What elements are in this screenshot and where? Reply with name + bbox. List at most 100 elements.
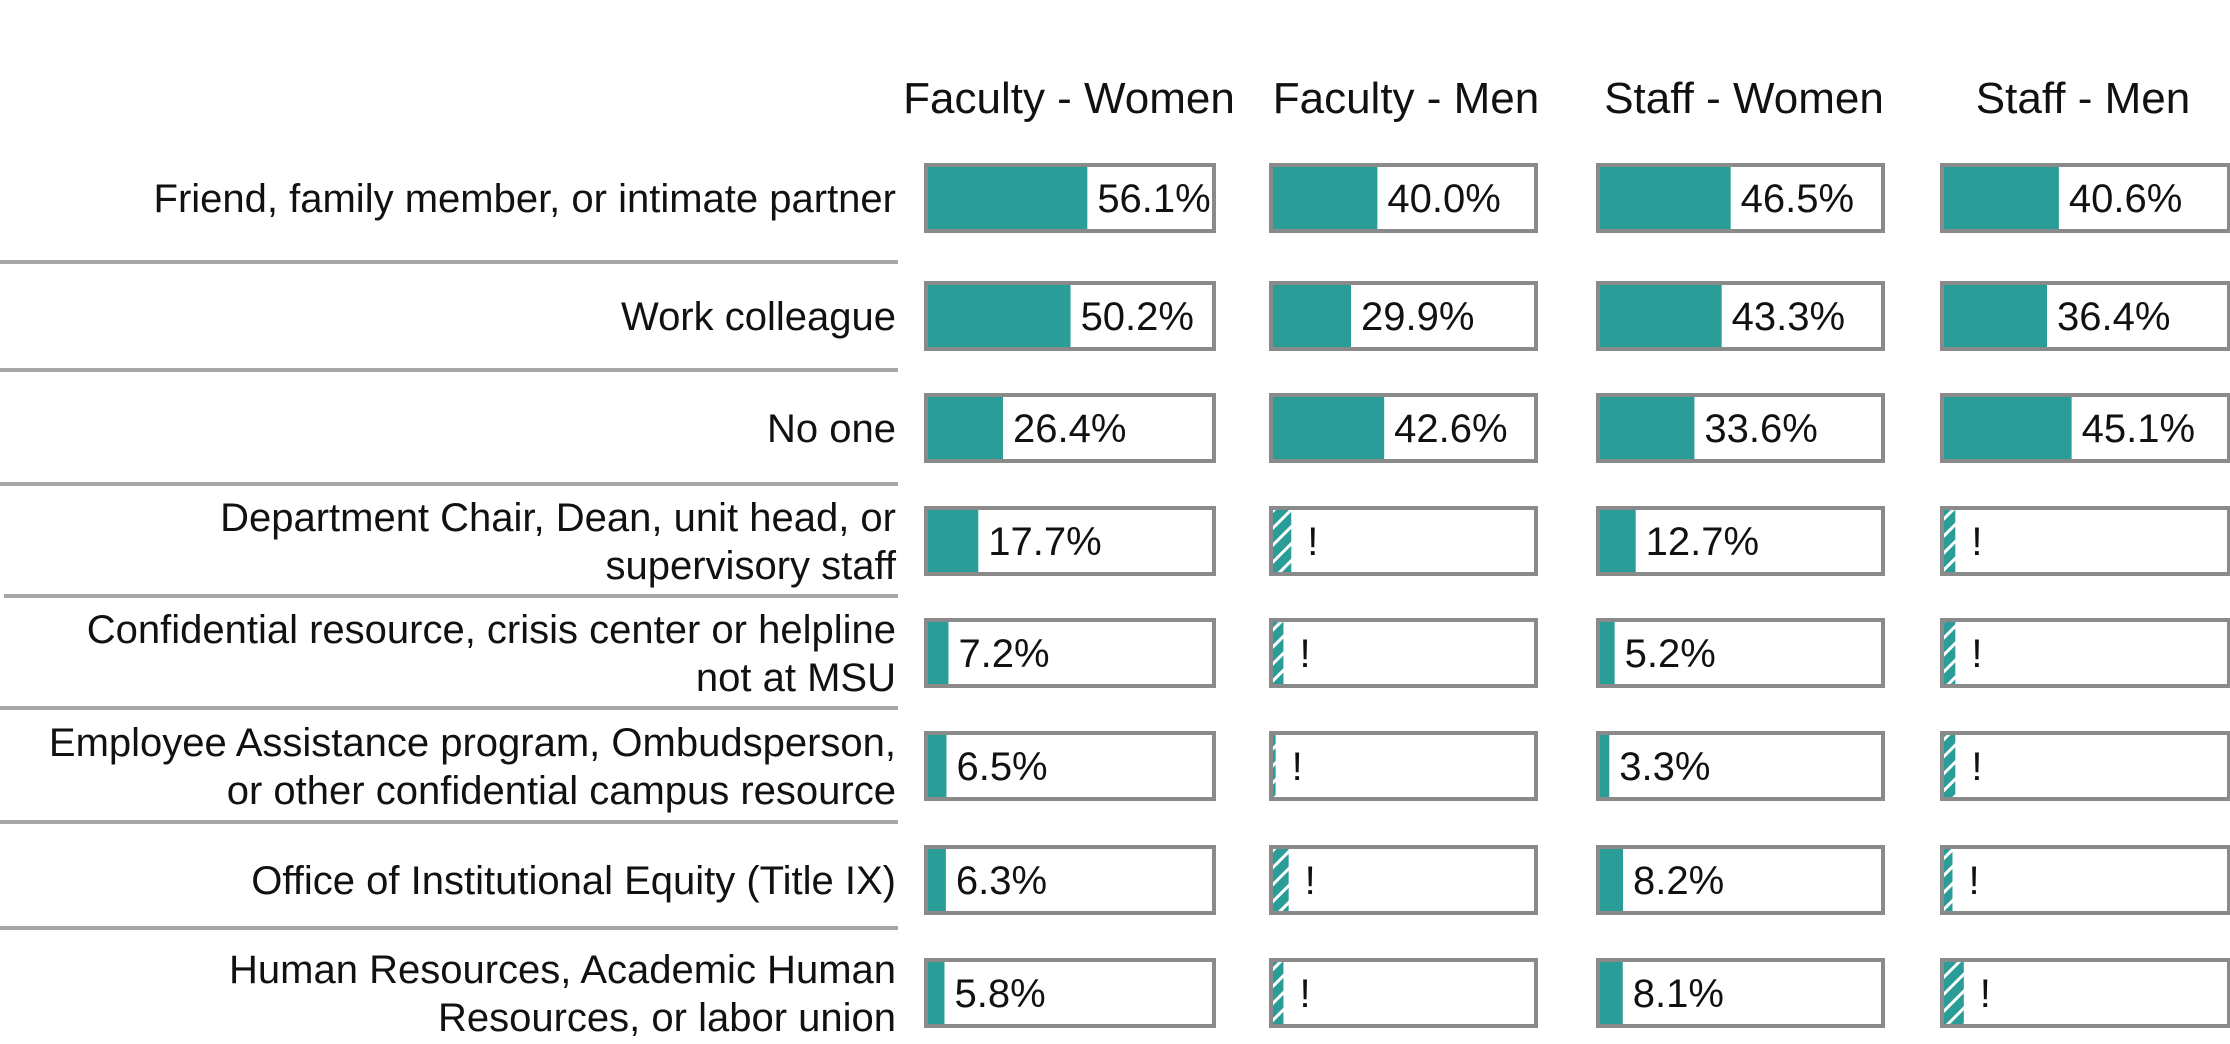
value-label: 6.3% — [956, 859, 1047, 903]
bar — [928, 285, 1071, 347]
value-label: 17.7% — [988, 520, 1101, 564]
bar-cell: 29.9% — [1269, 281, 1538, 351]
row-label: Human Resources, Academic Human Resources… — [229, 948, 896, 1040]
bar — [1273, 167, 1378, 229]
bar-frame — [1940, 618, 2230, 688]
bar-frame — [1269, 958, 1538, 1028]
bar-cell: 45.1% — [1940, 393, 2230, 463]
bar-frame — [924, 958, 1216, 1028]
bar — [928, 167, 1088, 229]
bar-frame — [1596, 845, 1885, 915]
value-label: 29.9% — [1361, 295, 1474, 339]
bar-frame — [1940, 731, 2230, 801]
row-label: Department Chair, Dean, unit head, or sup… — [220, 496, 897, 588]
bar-cell: 3.3% — [1596, 731, 1885, 801]
bar — [928, 962, 945, 1024]
bar-cell: 5.8% — [924, 958, 1216, 1028]
bar-frame — [1269, 618, 1538, 688]
bar-cell: ! — [1940, 731, 2230, 801]
bar — [928, 397, 1003, 459]
bar-cell: 6.3% — [924, 845, 1216, 915]
bar-cell: 8.1% — [1596, 958, 1885, 1028]
bar-frame — [924, 731, 1216, 801]
value-label: 50.2% — [1081, 295, 1194, 339]
column-header: Faculty - Women — [903, 74, 1235, 123]
bar — [1600, 510, 1636, 572]
bar-cell: 5.2% — [1596, 618, 1885, 688]
suppressed-bar — [1944, 849, 1953, 911]
row-labels: Friend, family member, or intimate partn… — [49, 177, 897, 1040]
value-label: ! — [1971, 632, 1982, 676]
value-label: 6.5% — [956, 745, 1047, 789]
bar — [1600, 962, 1623, 1024]
value-label: 33.6% — [1704, 407, 1817, 451]
bar — [928, 849, 946, 911]
bar-cell: ! — [1269, 958, 1538, 1028]
bar-frame — [1596, 958, 1885, 1028]
bar — [1273, 397, 1385, 459]
value-label: ! — [1299, 632, 1310, 676]
row-label: No one — [767, 407, 896, 451]
suppressed-bar — [1273, 962, 1284, 1024]
column-header: Faculty - Men — [1273, 74, 1540, 123]
bar — [1600, 397, 1695, 459]
bar-cell: 6.5% — [924, 731, 1216, 801]
bar — [1273, 285, 1352, 347]
bar-frame — [1940, 506, 2230, 576]
column-header: Staff - Women — [1604, 74, 1884, 123]
bar-frame — [1269, 731, 1538, 801]
bar-cell: 26.4% — [924, 393, 1216, 463]
value-label: ! — [1299, 972, 1310, 1016]
value-label: 26.4% — [1013, 407, 1126, 451]
value-label: 5.2% — [1625, 632, 1716, 676]
bar-frame — [924, 845, 1216, 915]
bar-cell: 50.2% — [924, 281, 1216, 351]
bar — [1600, 285, 1722, 347]
suppressed-bar — [1273, 735, 1276, 797]
bar-cell: 8.2% — [1596, 845, 1885, 915]
bar-frame — [1596, 618, 1885, 688]
bar-cell: ! — [1269, 506, 1538, 576]
value-label: 45.1% — [2082, 407, 2195, 451]
value-label: 36.4% — [2057, 295, 2170, 339]
bar-frame — [1596, 506, 1885, 576]
value-label: ! — [1307, 520, 1318, 564]
value-label: 8.1% — [1633, 972, 1724, 1016]
bar — [1944, 397, 2072, 459]
value-label: 43.3% — [1732, 295, 1845, 339]
bar-cell: 42.6% — [1269, 393, 1538, 463]
bar — [1600, 849, 1624, 911]
bar-cell: ! — [1269, 845, 1538, 915]
value-label: 5.8% — [954, 972, 1045, 1016]
bar-cell: 56.1% — [924, 163, 1216, 233]
row-label: Employee Assistance program, Ombudsperso… — [49, 721, 896, 813]
bar-frame — [1940, 845, 2230, 915]
value-label: 12.7% — [1646, 520, 1759, 564]
bar-frame — [1596, 731, 1885, 801]
value-label: 7.2% — [958, 632, 1049, 676]
bar-cell: 40.6% — [1940, 163, 2230, 233]
value-label: ! — [1971, 745, 1982, 789]
bar-frame — [924, 618, 1216, 688]
column-header: Staff - Men — [1976, 74, 2190, 123]
row-label: Office of Institutional Equity (Title IX… — [251, 859, 896, 903]
value-label: 46.5% — [1741, 177, 1854, 221]
bar-cell: ! — [1940, 845, 2230, 915]
bar — [928, 735, 947, 797]
bar — [1600, 735, 1610, 797]
suppressed-bar — [1944, 510, 1956, 572]
value-label: 56.1% — [1097, 177, 1210, 221]
value-label: 40.6% — [2069, 177, 2182, 221]
value-label: 3.3% — [1619, 745, 1710, 789]
value-label: ! — [1305, 859, 1316, 903]
value-label: 8.2% — [1633, 859, 1724, 903]
bar-frame — [1269, 845, 1538, 915]
bar — [1600, 622, 1615, 684]
bar-cell: 40.0% — [1269, 163, 1538, 233]
value-label: ! — [1980, 972, 1991, 1016]
bar-cell: 17.7% — [924, 506, 1216, 576]
bar-cell: ! — [1940, 618, 2230, 688]
bar-cell: ! — [1269, 618, 1538, 688]
value-label: ! — [1292, 745, 1303, 789]
